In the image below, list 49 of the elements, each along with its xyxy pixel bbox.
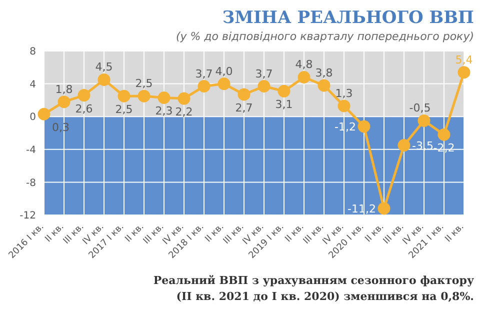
- point: [418, 114, 430, 127]
- point: [198, 80, 210, 93]
- data-label: 4,0: [215, 64, 233, 78]
- data-label: 4,5: [95, 60, 113, 74]
- y-tick-label: -8: [26, 178, 36, 189]
- y-tick-label: -4: [26, 144, 36, 156]
- data-label: 2,3: [155, 104, 173, 118]
- text: Реальний ВВП з урахуванням сезонного фактору (II кв. 2021 до I кв. 2020) зменшився на 0,8%.: [152, 273, 474, 305]
- data-label: 4,8: [295, 58, 313, 72]
- data-label: 3,7: [195, 67, 213, 80]
- point: [398, 139, 410, 152]
- point: [438, 128, 450, 141]
- data-label: 2,5: [135, 77, 153, 90]
- point: [238, 88, 250, 101]
- point: [98, 73, 110, 86]
- point: [138, 90, 150, 102]
- point: [378, 202, 390, 215]
- data-label: -0,5: [409, 102, 431, 115]
- y-tick-label: 0: [30, 112, 36, 124]
- data-label: 1,3: [335, 86, 353, 100]
- point: [298, 70, 310, 84]
- point: [38, 108, 50, 120]
- data-label: 2,2: [175, 106, 193, 119]
- point: [118, 90, 130, 102]
- point: [178, 92, 190, 105]
- point: [458, 66, 470, 79]
- y-tick-label: -12: [20, 210, 36, 222]
- y-tick-label: 4: [30, 79, 36, 90]
- point: [318, 79, 330, 92]
- chart-title: ЗМІНА РЕАЛЬНОГО ВВП: [221, 8, 474, 28]
- data-label: 1,8: [55, 82, 73, 96]
- chart-subtitle: (у % до відповідного кварталу попереднього року): [174, 30, 474, 43]
- point: [58, 96, 70, 108]
- point: [78, 89, 90, 102]
- data-label: 2,6: [75, 102, 93, 116]
- point: [158, 91, 170, 104]
- data-label: 2,5: [115, 103, 133, 116]
- data-label: 3,7: [255, 67, 273, 80]
- y-tick-label: 8: [30, 46, 36, 58]
- point: [278, 84, 290, 98]
- point: [338, 100, 350, 112]
- data-label: 2,7: [235, 101, 253, 114]
- data-label: 5,4: [455, 53, 473, 66]
- point: [258, 80, 270, 93]
- point: [218, 78, 230, 90]
- data-label: 3,8: [315, 66, 333, 80]
- point: [358, 120, 370, 133]
- data-label: 3,1: [275, 98, 293, 112]
- x-tick-label: II кв.: [444, 222, 466, 245]
